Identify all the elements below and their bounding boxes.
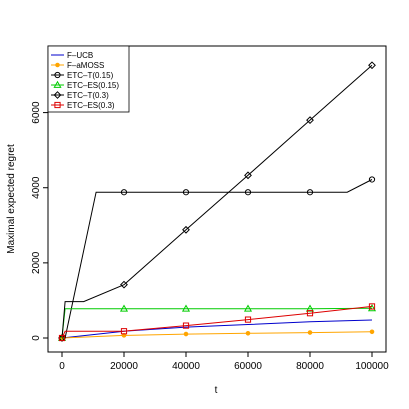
x-tick-label: 0	[59, 361, 65, 372]
legend-item: ETC–ES(0.3)	[51, 101, 115, 110]
legend-label: ETC–T(0.3)	[67, 91, 109, 100]
data-point	[368, 176, 376, 183]
legend-item: F–aMOSS	[51, 61, 104, 70]
y-axis: 0 2000 4000 6000	[31, 101, 49, 341]
series-3	[57, 304, 377, 341]
x-tick-label: 100000	[355, 361, 389, 372]
data-point	[367, 304, 377, 312]
data-point	[182, 322, 190, 329]
series-line	[61, 305, 373, 339]
legend-label: ETC–ES(0.15)	[67, 81, 119, 90]
series-layer	[57, 61, 377, 342]
y-tick-label: 6000	[31, 101, 42, 124]
series-line	[61, 64, 373, 339]
series-line	[61, 319, 373, 339]
legend-label: F–aMOSS	[67, 61, 104, 70]
data-point	[369, 329, 375, 335]
legend-item: F–UCB	[51, 51, 93, 60]
data-point	[368, 303, 376, 310]
data-point	[368, 61, 376, 70]
x-tick-label: 80000	[296, 361, 324, 372]
legend: F–UCBF–aMOSSETC–T(0.15)ETC–ES(0.15)ETC–T…	[47, 45, 130, 113]
legend-label: ETC–ES(0.3)	[67, 101, 115, 110]
legend-item: ETC–T(0.15)	[51, 71, 114, 80]
data-point	[183, 331, 189, 337]
data-point	[243, 304, 253, 312]
y-tick-label: 0	[31, 335, 42, 341]
data-point	[182, 189, 190, 196]
series-line	[62, 179, 373, 339]
data-point	[306, 116, 314, 125]
data-point	[120, 280, 128, 289]
legend-label: F–UCB	[67, 51, 93, 60]
data-point	[306, 189, 314, 196]
legend-item: ETC–T(0.3)	[51, 91, 109, 100]
data-point	[182, 225, 190, 234]
series-0	[61, 319, 373, 339]
x-axis: 0 20000 40000 60000 80000 100000	[59, 351, 389, 372]
data-point	[120, 189, 128, 196]
legend-label: ETC–T(0.15)	[67, 71, 114, 80]
legend-marker	[53, 80, 62, 88]
series-line	[61, 307, 373, 339]
y-axis-title: Maximal expected regret	[6, 144, 17, 254]
series-line	[61, 331, 373, 339]
data-point	[244, 189, 252, 196]
data-point	[244, 171, 252, 180]
data-point	[244, 316, 252, 323]
legend-marker	[53, 91, 62, 99]
legend-box	[47, 45, 130, 113]
legend-marker	[54, 101, 61, 109]
series-5	[58, 303, 376, 342]
series-2	[58, 176, 376, 342]
data-point	[181, 304, 191, 312]
y-tick-label: 2000	[31, 251, 42, 274]
data-point	[120, 328, 128, 335]
y-tick-label: 4000	[31, 176, 42, 199]
legend-marker	[55, 62, 60, 68]
legend-item: ETC–ES(0.15)	[51, 80, 119, 90]
data-point	[58, 334, 66, 342]
x-tick-label: 40000	[172, 361, 200, 372]
data-point	[119, 304, 129, 312]
data-point	[306, 310, 314, 317]
x-tick-label: 60000	[234, 361, 262, 372]
x-axis-title: t	[215, 385, 218, 396]
x-tick-label: 20000	[110, 361, 138, 372]
data-point	[245, 331, 251, 336]
data-point	[307, 330, 313, 335]
legend-marker	[54, 71, 61, 79]
